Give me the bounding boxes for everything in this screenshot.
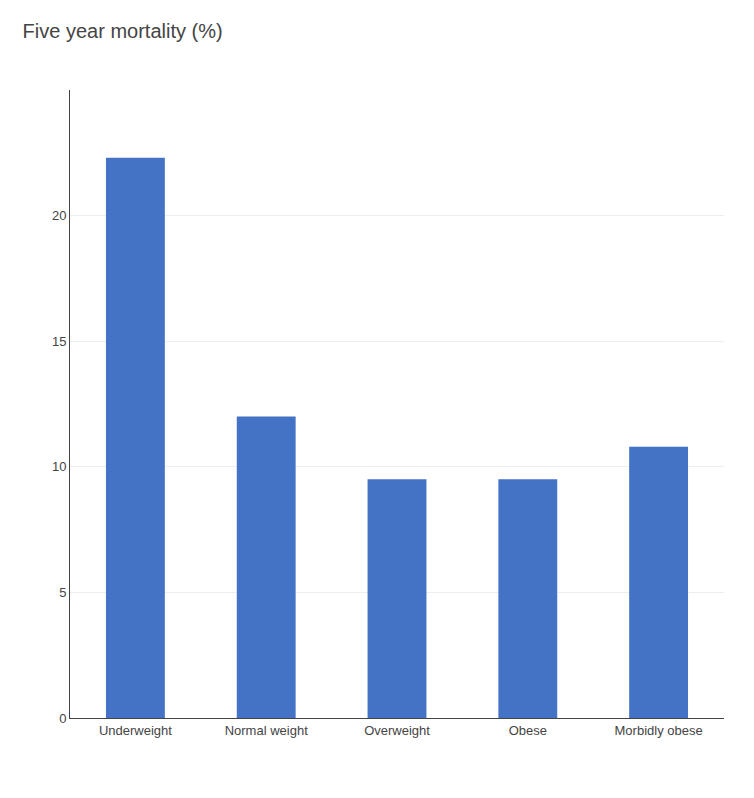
svg-text:20: 20 — [52, 208, 66, 223]
svg-text:0: 0 — [59, 711, 66, 726]
svg-text:Obese: Obese — [509, 723, 547, 738]
svg-text:15: 15 — [52, 334, 66, 349]
svg-text:10: 10 — [52, 459, 66, 474]
svg-text:Underweight: Underweight — [99, 723, 172, 738]
svg-text:Five year mortality (%): Five year mortality (%) — [23, 20, 223, 42]
svg-text:Normal weight: Normal weight — [225, 723, 308, 738]
svg-text:Overweight: Overweight — [364, 723, 430, 738]
svg-text:5: 5 — [59, 585, 66, 600]
svg-text:Morbidly obese: Morbidly obese — [615, 723, 703, 738]
